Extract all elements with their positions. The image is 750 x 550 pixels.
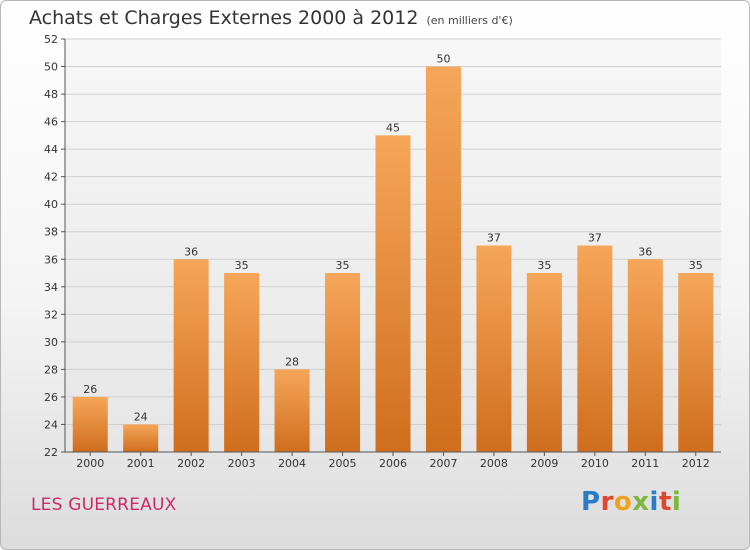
bar-value-label: 26 [83, 383, 97, 396]
bar [425, 66, 461, 453]
y-tick-label: 30 [44, 336, 58, 349]
bar-value-label: 35 [235, 259, 249, 272]
y-tick-label: 44 [44, 143, 58, 156]
bar-value-label: 37 [487, 232, 501, 245]
x-tick-label: 2009 [530, 457, 558, 470]
bar-value-label: 35 [689, 259, 703, 272]
title-text: Achats et Charges Externes 2000 à 2012 [29, 7, 419, 29]
x-tick-label: 2007 [429, 457, 457, 470]
y-tick-label: 40 [44, 198, 58, 211]
bar-value-label: 37 [588, 232, 602, 245]
bar-value-label: 50 [436, 53, 450, 66]
bar-value-label: 36 [638, 245, 652, 258]
y-tick-label: 46 [44, 116, 58, 129]
y-tick-label: 42 [44, 171, 58, 184]
bar-value-label: 35 [537, 259, 551, 272]
bar-value-label: 35 [336, 259, 350, 272]
bar [72, 396, 108, 452]
bar [274, 369, 310, 452]
y-tick-label: 26 [44, 391, 58, 404]
bar [526, 273, 562, 452]
y-tick-label: 28 [44, 363, 58, 376]
bar [325, 273, 361, 452]
x-tick-label: 2005 [329, 457, 357, 470]
bar [224, 273, 260, 452]
x-axis-labels: 2000 2001 2002 2003 2004 2005 2006 2007 2008 2009… [76, 452, 710, 470]
y-tick-label: 24 [44, 418, 58, 431]
x-tick-label: 2002 [177, 457, 205, 470]
bar [627, 259, 663, 452]
y-axis-labels: 22 24 26 28 30 32 34 36 38 40 42 44 46 48 50 52 [44, 33, 58, 459]
bar-value-label: 36 [184, 245, 198, 258]
x-tick-label: 2000 [76, 457, 104, 470]
y-tick-label: 34 [44, 281, 58, 294]
chart-title: Achats et Charges Externes 2000 à 2012 (e… [29, 7, 513, 29]
proxiti-logo: Proxiti [581, 487, 682, 517]
y-tick-label: 52 [44, 33, 58, 46]
bar [173, 259, 209, 452]
chart-subtitle: (en milliers d'€) [426, 14, 513, 27]
location-label: LES GUERREAUX [31, 495, 177, 515]
bar [123, 424, 159, 452]
x-tick-label: 2006 [379, 457, 407, 470]
y-tick-label: 48 [44, 88, 58, 101]
bar-value-label: 24 [134, 410, 148, 423]
x-tick-label: 2012 [682, 457, 710, 470]
bar [375, 135, 411, 452]
y-tick-label: 50 [44, 61, 58, 74]
x-tick-label: 2010 [581, 457, 609, 470]
x-tick-label: 2001 [127, 457, 155, 470]
x-tick-label: 2008 [480, 457, 508, 470]
bar [577, 245, 613, 452]
y-tick-label: 38 [44, 226, 58, 239]
y-tick-label: 32 [44, 308, 58, 321]
x-tick-label: 2011 [631, 457, 659, 470]
y-tick-label: 22 [44, 446, 58, 459]
bar [476, 245, 512, 452]
bar [678, 273, 714, 452]
bar-value-label: 28 [285, 355, 299, 368]
bar-value-label: 45 [386, 121, 400, 134]
bars-group: 26 24 36 35 28 35 45 50 37 35 37 36 35 [72, 53, 714, 453]
x-tick-label: 2004 [278, 457, 306, 470]
y-tick-label: 36 [44, 253, 58, 266]
x-tick-label: 2003 [228, 457, 256, 470]
